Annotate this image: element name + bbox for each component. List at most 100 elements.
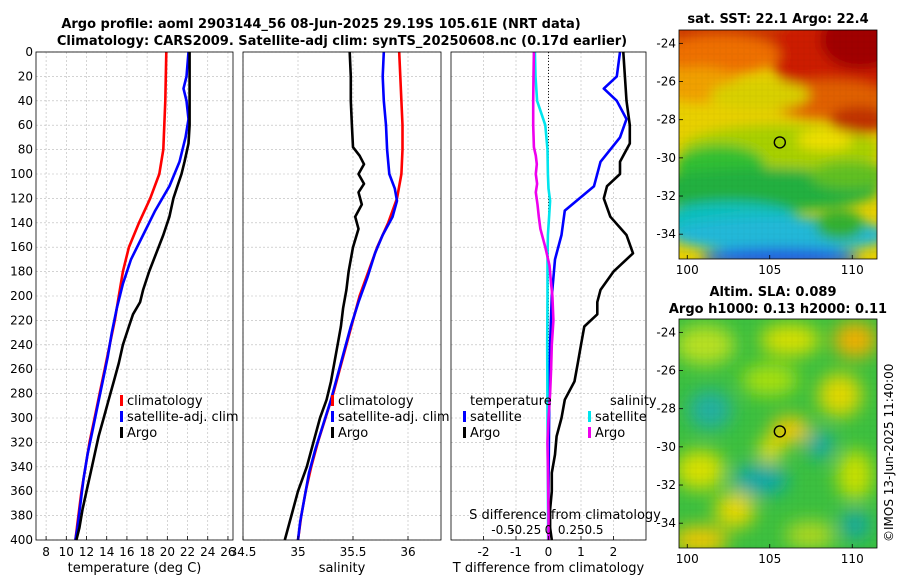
legend-swatch-t-satellite <box>463 411 466 422</box>
x-tick-label: 35 <box>290 545 305 559</box>
y-tick-label: 400 <box>10 533 33 547</box>
legend-label-climatology: climatology <box>338 394 414 409</box>
y-tick-label: 60 <box>18 118 33 132</box>
s-tick-label: -0.5 <box>491 523 514 537</box>
y-tick-label: -28 <box>656 402 676 416</box>
x-tick-label: 16 <box>119 545 134 559</box>
y-tick-label: -30 <box>656 151 676 165</box>
sla-map-axes: 100 105 110 -24 -26 -28 -30 -32 -34 <box>656 325 863 566</box>
y-tick-label: 20 <box>18 69 33 83</box>
sst-map-frame <box>678 29 878 260</box>
x-axis-label-top: S difference from climatology <box>469 508 661 523</box>
x-tick-label: 110 <box>841 552 864 566</box>
argo-location-marker <box>773 136 787 149</box>
y-tick-label: 200 <box>10 289 33 303</box>
x-tick-label: 100 <box>676 552 699 566</box>
legend-label-climatology: climatology <box>127 394 203 409</box>
y-tick-label: 160 <box>10 240 33 254</box>
y-tick-label: 260 <box>10 362 33 376</box>
difference-legend: temperature salinity satellite Argo sate… <box>463 394 657 441</box>
y-tick-label: 180 <box>10 265 33 279</box>
y-tick-label: 380 <box>10 509 33 523</box>
legend-label-argo: Argo <box>338 426 368 441</box>
series-line-s-argo <box>531 51 555 540</box>
figure-title-2: Climatology: CARS2009. Satellite-adj cli… <box>57 34 627 49</box>
legend-label-t-argo: Argo <box>470 426 500 441</box>
y-tick-label: 140 <box>10 216 33 230</box>
legend-label-s-argo: Argo <box>595 426 625 441</box>
salinity-panel: 34.5 35 35.5 36 salinity <box>230 51 442 576</box>
y-tick-label: -34 <box>656 516 676 530</box>
legend-swatch-climatology <box>331 395 334 406</box>
legend-swatch-s-satellite <box>588 411 591 422</box>
legend-label-satellite: satellite-adj. clim <box>338 410 450 425</box>
figure-title-1: Argo profile: aoml 2903144_56 08-Jun-202… <box>61 17 580 32</box>
x-tick-label: 34.5 <box>230 545 257 559</box>
legend-label-satellite: satellite-adj. clim <box>127 410 239 425</box>
x-tick-label: 22 <box>180 545 195 559</box>
legend-label-t-satellite: satellite <box>470 410 522 425</box>
legend-swatch-satellite <box>331 411 334 422</box>
series-line-t-argo <box>548 51 635 541</box>
y-tick-label: -24 <box>656 325 676 339</box>
x-axis-label: T difference from climatology <box>452 561 645 576</box>
legend-swatch-argo <box>331 427 334 438</box>
s-tick-label: 0 <box>545 523 553 537</box>
x-tick-label: 10 <box>59 545 74 559</box>
x-axis-label: temperature (deg C) <box>68 561 202 576</box>
salinity-legend: climatology satellite-adj. clim Argo <box>331 394 450 441</box>
sst-map-axes: 100 105 110 -24 -26 -28 -30 -32 -34 <box>656 36 863 277</box>
x-tick-label: 14 <box>99 545 114 559</box>
x-tick-label: -2 <box>478 545 490 559</box>
y-tick-label: 280 <box>10 387 33 401</box>
x-tick-label: -1 <box>510 545 522 559</box>
legend-label-argo: Argo <box>127 426 157 441</box>
legend-header-temperature: temperature <box>470 394 552 409</box>
y-tick-label: -34 <box>656 227 676 241</box>
legend-header-salinity: salinity <box>610 394 657 409</box>
x-tick-label: 110 <box>841 263 864 277</box>
s-tick-label: -0.25 <box>510 523 541 537</box>
s-tick-label: 0.5 <box>584 523 603 537</box>
y-tick-label: 360 <box>10 484 33 498</box>
x-tick-label: 35.5 <box>340 545 367 559</box>
x-tick-label: 18 <box>139 545 154 559</box>
y-tick-label: -26 <box>656 75 676 89</box>
y-tick-label: -32 <box>656 478 676 492</box>
legend-swatch-climatology <box>120 395 123 406</box>
x-tick-label: 105 <box>758 552 781 566</box>
x-axis-label: salinity <box>319 561 366 576</box>
y-tick-label: -30 <box>656 440 676 454</box>
y-tick-label: -32 <box>656 189 676 203</box>
panel-frame <box>35 51 234 541</box>
sla-map-title-1: Altim. SLA: 0.089 <box>710 285 837 300</box>
argo-location-marker <box>773 425 787 438</box>
series-line-satellite-adj-clim <box>74 51 190 541</box>
y-tick-label: 100 <box>10 167 33 181</box>
legend-swatch-argo <box>120 427 123 438</box>
x-tick-label: 20 <box>160 545 175 559</box>
y-tick-label: -24 <box>656 36 676 50</box>
legend-label-s-satellite: satellite <box>595 410 647 425</box>
y-tick-label: -28 <box>656 113 676 127</box>
x-tick-label: 1 <box>577 545 585 559</box>
copyright-label: ©IMOS 13-Jun-2025 11:40:00 <box>882 364 896 542</box>
x-tick-label: 8 <box>42 545 50 559</box>
sla-map-frame <box>678 318 878 549</box>
x-tick-label: 100 <box>676 263 699 277</box>
x-tick-label: 24 <box>200 545 215 559</box>
y-tick-label: 320 <box>10 435 33 449</box>
series-line-argo <box>283 51 366 541</box>
y-tick-label: 220 <box>10 313 33 327</box>
y-tick-label: 300 <box>10 411 33 425</box>
x-tick-label: 0 <box>545 545 553 559</box>
y-tick-label: 0 <box>25 45 33 59</box>
legend-swatch-s-argo <box>588 427 591 438</box>
y-tick-label: 40 <box>18 94 33 108</box>
x-tick-label: 105 <box>758 263 781 277</box>
s-tick-label: 0.25 <box>558 523 585 537</box>
series-line-s-satellite <box>533 51 552 541</box>
y-tick-label: -26 <box>656 364 676 378</box>
panel-frame <box>242 51 442 541</box>
